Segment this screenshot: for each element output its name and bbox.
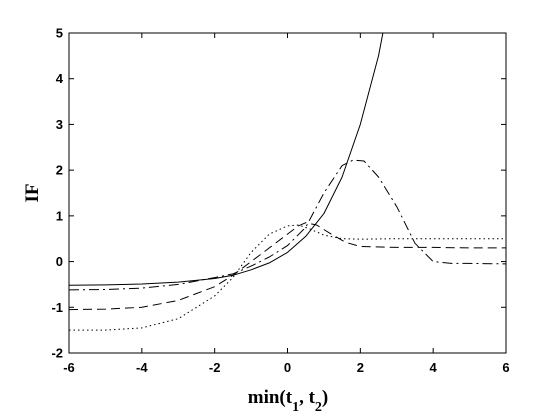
x-tick-label: 0: [284, 360, 291, 375]
y-axis-title: IF: [22, 184, 43, 203]
series-line-dashed: [68, 222, 506, 311]
x-tick-label: 2: [357, 360, 364, 375]
y-tick-label: -1: [51, 300, 63, 315]
x-tick-label: 6: [502, 360, 509, 375]
y-tick-label: 0: [56, 254, 63, 269]
tick-labels: -6 -4 -2 0 2 4 6 -2 -1 0 1 2 3 4 5: [51, 26, 509, 376]
series-line-dotted: [69, 224, 506, 331]
y-tick-label: 5: [56, 26, 63, 41]
x-axis-title-main: min(t: [248, 387, 293, 408]
ticks-layer: [68, 32, 507, 354]
series-line-solid: [68, 32, 384, 286]
y-tick-label: 2: [56, 163, 63, 178]
y-tick-label: 3: [56, 117, 63, 132]
y-tick-label: -2: [51, 346, 63, 361]
x-tick-label: -2: [209, 360, 221, 375]
y-tick-label: 1: [56, 208, 63, 223]
plot-area: [68, 32, 507, 354]
x-tick-label: 4: [430, 360, 438, 375]
x-axis-title-end: ): [322, 387, 328, 408]
series-line-dashdot: [68, 159, 507, 291]
x-axis-title-sub2: 2: [315, 400, 322, 415]
x-axis-title: min(t1, t2): [248, 387, 328, 415]
x-tick-label: -6: [63, 360, 75, 375]
y-tick-label: 4: [56, 71, 64, 86]
x-tick-label: -4: [136, 360, 148, 375]
series-layer: [68, 32, 507, 331]
x-axis-title-sub1: 1: [292, 400, 299, 415]
x-axis-title-mid: , t: [299, 387, 316, 408]
